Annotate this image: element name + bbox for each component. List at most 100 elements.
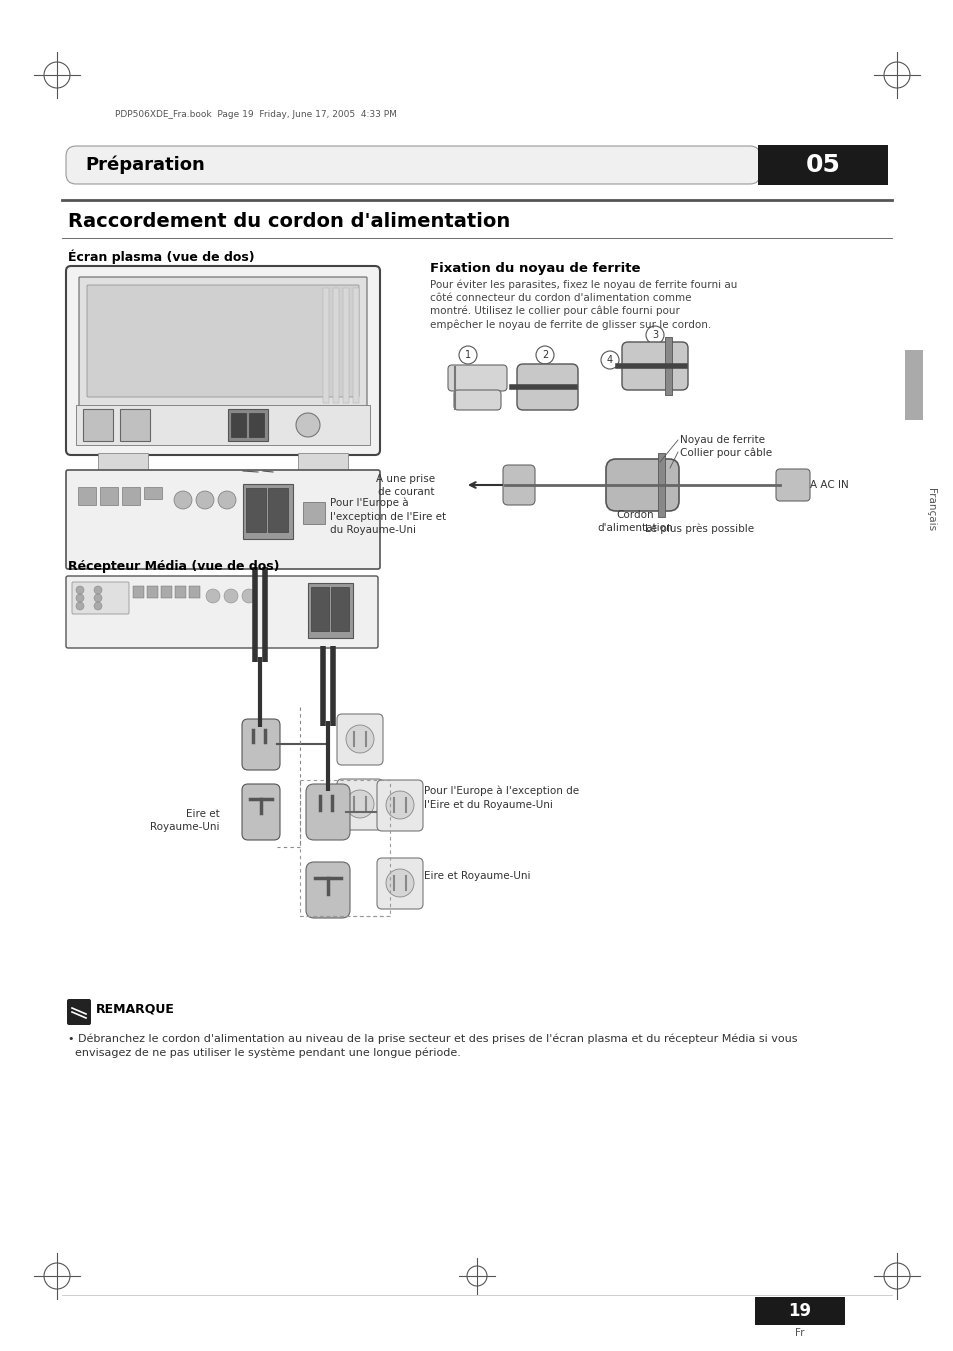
Circle shape (386, 869, 414, 897)
FancyBboxPatch shape (242, 719, 280, 770)
Circle shape (94, 586, 102, 594)
Circle shape (536, 346, 554, 363)
Bar (132, 586, 144, 598)
Bar (243, 484, 293, 539)
Bar (758, 145, 887, 185)
FancyBboxPatch shape (79, 277, 367, 409)
Bar (268, 488, 288, 532)
FancyBboxPatch shape (605, 459, 679, 511)
Circle shape (206, 589, 220, 603)
Text: Fixation du noyau de ferrite: Fixation du noyau de ferrite (430, 262, 639, 276)
Bar (904, 350, 923, 420)
Text: Raccordement du cordon d'alimentation: Raccordement du cordon d'alimentation (68, 212, 510, 231)
Bar (311, 586, 329, 631)
FancyBboxPatch shape (87, 285, 358, 397)
Bar (754, 1297, 844, 1325)
FancyBboxPatch shape (376, 780, 422, 831)
Text: Eire et Royaume-Uni: Eire et Royaume-Uni (423, 871, 530, 881)
Bar (297, 453, 348, 471)
Text: Pour éviter les parasites, fixez le noyau de ferrite fourni au: Pour éviter les parasites, fixez le noya… (430, 280, 737, 290)
Circle shape (173, 490, 192, 509)
FancyBboxPatch shape (306, 862, 350, 917)
Bar (76, 405, 370, 444)
Text: Récepteur Média (vue de dos): Récepteur Média (vue de dos) (68, 561, 279, 573)
Text: montré. Utilisez le collier pour câble fourni pour: montré. Utilisez le collier pour câble f… (430, 305, 679, 316)
Text: Noyau de ferrite: Noyau de ferrite (679, 435, 764, 444)
Circle shape (600, 351, 618, 369)
Text: 3: 3 (651, 330, 658, 340)
Bar (664, 336, 671, 394)
Bar (120, 409, 150, 440)
Circle shape (645, 326, 663, 345)
Text: 4: 4 (606, 355, 613, 365)
Text: envisagez de ne pas utiliser le système pendant une longue période.: envisagez de ne pas utiliser le système … (68, 1048, 460, 1058)
FancyBboxPatch shape (336, 713, 382, 765)
Text: • Débranchez le cordon d'alimentation au niveau de la prise secteur et des prise: • Débranchez le cordon d'alimentation au… (68, 1034, 797, 1044)
Circle shape (224, 589, 237, 603)
Bar (308, 584, 353, 638)
Text: Fr: Fr (795, 1328, 804, 1337)
Bar (189, 586, 200, 598)
Text: empêcher le noyau de ferrite de glisser sur le cordon.: empêcher le noyau de ferrite de glisser … (430, 319, 711, 330)
Bar (161, 586, 172, 598)
FancyBboxPatch shape (66, 146, 760, 184)
Bar (98, 453, 148, 471)
Bar (100, 486, 118, 505)
Bar (228, 409, 268, 440)
Text: A une prise
de courant: A une prise de courant (375, 474, 435, 497)
FancyBboxPatch shape (67, 998, 91, 1025)
Bar (331, 586, 349, 631)
Text: PDP506XDE_Fra.book  Page 19  Friday, June 17, 2005  4:33 PM: PDP506XDE_Fra.book Page 19 Friday, June … (115, 109, 396, 119)
Bar (83, 409, 112, 440)
FancyBboxPatch shape (517, 363, 578, 409)
FancyBboxPatch shape (775, 469, 809, 501)
Text: Eire et
Royaume-Uni: Eire et Royaume-Uni (151, 809, 220, 832)
FancyBboxPatch shape (66, 266, 379, 455)
Bar (122, 486, 140, 505)
Text: 1: 1 (464, 350, 471, 359)
FancyBboxPatch shape (336, 780, 382, 830)
FancyBboxPatch shape (66, 576, 377, 648)
Bar (343, 288, 349, 403)
Circle shape (76, 603, 84, 611)
Circle shape (386, 790, 414, 819)
Bar (231, 413, 246, 436)
Bar (658, 453, 664, 517)
FancyBboxPatch shape (376, 858, 422, 909)
Bar (78, 486, 96, 505)
Circle shape (458, 346, 476, 363)
Circle shape (346, 790, 374, 817)
Text: 2: 2 (541, 350, 548, 359)
Bar (249, 413, 264, 436)
Bar (174, 586, 186, 598)
FancyBboxPatch shape (621, 342, 687, 390)
FancyBboxPatch shape (454, 390, 500, 409)
Text: Cordon
d'alimentation: Cordon d'alimentation (597, 509, 672, 534)
FancyBboxPatch shape (448, 365, 506, 390)
Text: Français: Français (925, 489, 935, 531)
Text: Pour l'Europe à
l'exception de l'Eire et
du Royaume-Uni: Pour l'Europe à l'exception de l'Eire et… (330, 499, 446, 535)
FancyBboxPatch shape (242, 784, 280, 840)
Circle shape (346, 725, 374, 753)
Text: Préparation: Préparation (85, 155, 205, 174)
Circle shape (76, 586, 84, 594)
FancyBboxPatch shape (71, 582, 129, 613)
Text: Collier pour câble: Collier pour câble (679, 447, 771, 458)
Circle shape (242, 589, 255, 603)
Circle shape (195, 490, 213, 509)
Text: côté connecteur du cordon d'alimentation comme: côté connecteur du cordon d'alimentation… (430, 293, 691, 303)
FancyBboxPatch shape (66, 470, 379, 569)
Text: Pour l'Europe à l'exception de
l'Eire et du Royaume-Uni: Pour l'Europe à l'exception de l'Eire et… (423, 786, 578, 809)
Text: Écran plasma (vue de dos): Écran plasma (vue de dos) (68, 250, 254, 265)
Bar (144, 486, 162, 499)
Circle shape (295, 413, 319, 436)
Circle shape (218, 490, 235, 509)
Bar (353, 288, 358, 403)
Text: 05: 05 (804, 153, 840, 177)
Circle shape (94, 594, 102, 603)
Text: A AC IN: A AC IN (809, 480, 848, 490)
Circle shape (76, 594, 84, 603)
Text: REMARQUE: REMARQUE (96, 1002, 174, 1015)
FancyBboxPatch shape (306, 784, 350, 840)
Bar (333, 288, 338, 403)
